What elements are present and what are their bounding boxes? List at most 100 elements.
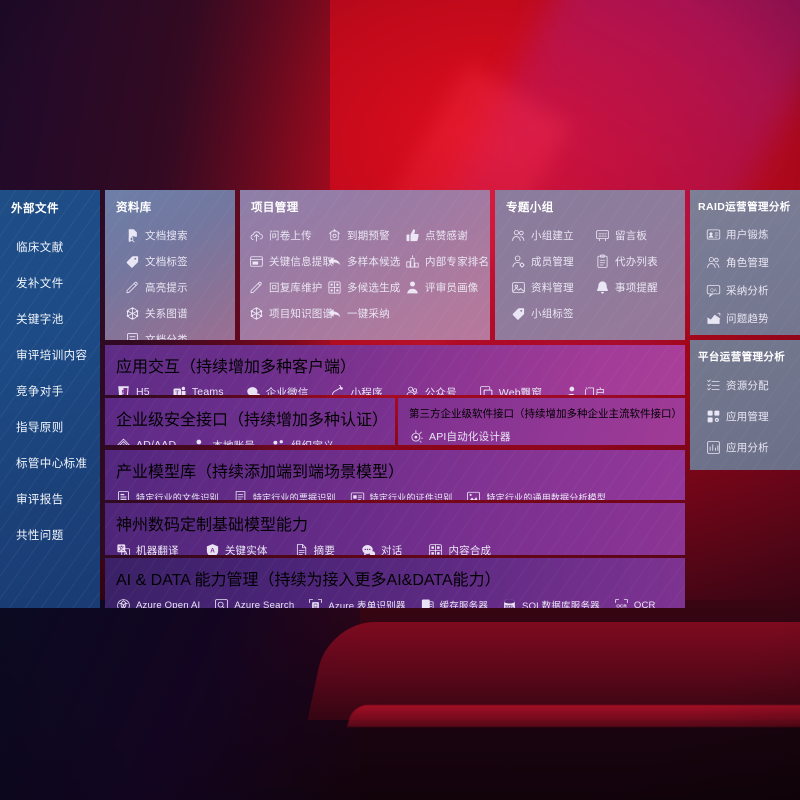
menu-item-graph[interactable]: 关系图谱: [125, 300, 229, 326]
menu-item-ocr[interactable]: OCR OCR: [614, 592, 656, 608]
menu-item-label: 问题趋势: [726, 312, 769, 325]
svg-text:A: A: [124, 550, 128, 555]
menu-item-sql-database[interactable]: SQL SQL数据库服务器: [502, 592, 600, 608]
menu-item-extract[interactable]: 关键信息提取: [249, 248, 333, 274]
menu-item-reply[interactable]: 一键采纳: [327, 300, 405, 326]
menu-item-label: 资料管理: [531, 281, 574, 294]
checklist-icon: [706, 378, 721, 393]
menu-item-label: 小程序: [350, 386, 383, 396]
band-third-party-software: 第三方企业级软件接口（持续增加多种企业主流软件接口） API自动化设计器: [398, 398, 685, 445]
sidebar-item-5[interactable]: 指导原则: [16, 422, 64, 434]
sidebar-item-7[interactable]: 审评报告: [16, 494, 64, 506]
menu-item-cache-server[interactable]: 缓存服务器: [420, 592, 489, 608]
menu-item-summary[interactable]: 摘要: [294, 537, 335, 555]
menu-item-form-recognizer[interactable]: 目 Azure 表单识别器: [308, 592, 405, 608]
menu-item-id-card[interactable]: 用户锻炼: [706, 220, 800, 248]
menu-item-label: 留言板: [615, 229, 648, 242]
menu-item-group[interactable]: 角色管理: [706, 248, 800, 276]
menu-item-person-gear[interactable]: 成员管理: [511, 248, 595, 274]
panel-library-title: 资料库: [116, 202, 152, 214]
menu-item-alarm[interactable]: 到期预警: [327, 222, 405, 248]
menu-item-html5[interactable]: 5 H5: [116, 379, 150, 395]
sidebar-item-1[interactable]: 发补文件: [16, 278, 64, 290]
menu-item-file-search[interactable]: 文档搜索: [125, 222, 229, 248]
menu-item-label: 项目知识图谱: [269, 307, 334, 320]
menu-item-label: 资源分配: [726, 380, 769, 392]
menu-item-label: 点赞感谢: [425, 229, 468, 242]
menu-item-bell[interactable]: 事项提醒: [595, 274, 679, 300]
panel-library: 资料库 文档搜索 文档标签 高亮提示 关系图谱 文档分类: [105, 190, 235, 340]
menu-item-pen[interactable]: 高亮提示: [125, 274, 229, 300]
menu-item-id-recognition[interactable]: 特定行业的证件识别: [350, 484, 453, 500]
menu-item-person[interactable]: 评审员画像: [405, 274, 483, 300]
menu-item-search-box[interactable]: Azure Search: [214, 592, 294, 608]
menu-item-document-list[interactable]: 文档分类: [125, 326, 229, 340]
svg-text:SQL: SQL: [505, 604, 514, 609]
miniprogram-icon: [331, 384, 346, 395]
band-ai-data: AI & DATA 能力管理（持续为接入更多AI&DATA能力） Azure O…: [105, 558, 685, 608]
menu-item-reply[interactable]: 多样本候选: [327, 248, 405, 274]
menu-item-entity[interactable]: A 关键实体: [205, 537, 268, 555]
menu-item-api-gear[interactable]: API自动化设计器: [409, 423, 511, 445]
menu-item-file-recognition[interactable]: 特定行业的文件识别: [116, 484, 219, 500]
menu-item-apps-gear[interactable]: 应用管理: [706, 401, 800, 432]
menu-item-teams[interactable]: T Teams: [172, 379, 224, 395]
sidebar-item-3[interactable]: 审评培训内容: [16, 350, 88, 362]
menu-item-portal[interactable]: 门户: [564, 379, 605, 395]
official-account-icon: [405, 385, 420, 395]
message-board-icon: [595, 228, 610, 243]
sidebar-item-8[interactable]: 共性问题: [16, 530, 64, 542]
menu-item-official-account[interactable]: 公众号: [405, 379, 457, 395]
menu-item-label: Azure Search: [234, 599, 295, 609]
menu-item-label: 成员管理: [531, 255, 574, 268]
menu-item-label: 角色管理: [726, 256, 769, 269]
reply-icon: [327, 306, 342, 321]
menu-item-openai[interactable]: Azure Open AI: [116, 592, 200, 608]
menu-item-wecom[interactable]: 企业微信: [246, 379, 309, 395]
menu-item-compose[interactable]: 内容合成: [428, 537, 491, 555]
menu-item-tag[interactable]: 小组标签: [511, 300, 595, 326]
menu-item-thumbs-up[interactable]: 点赞感谢: [405, 222, 483, 248]
menu-item-web-window[interactable]: Web飘窗: [479, 379, 542, 395]
menu-item-qa-chat[interactable]: QA 采纳分析: [706, 276, 800, 304]
menu-item-analysis[interactable]: 应用分析: [706, 432, 800, 463]
menu-item-pen[interactable]: 回复库维护: [249, 274, 327, 300]
sidebar-item-4[interactable]: 竞争对手: [16, 386, 64, 398]
sidebar-item-2[interactable]: 关键字池: [16, 314, 64, 326]
apps-gear-icon: [706, 409, 721, 424]
menu-item-group[interactable]: 小组建立: [511, 222, 595, 248]
menu-item-org[interactable]: 组织定义: [271, 432, 334, 445]
menu-item-label: AD/AAD: [136, 439, 177, 445]
local-account-icon: [192, 438, 207, 446]
menu-item-clipboard[interactable]: 代办列表: [595, 248, 679, 274]
menu-item-trend-chart[interactable]: 问题趋势: [706, 304, 800, 332]
menu-item-translate[interactable]: 文 A 机器翻译: [116, 537, 179, 555]
panel-team-title: 专题小组: [506, 202, 554, 214]
sidebar-item-0[interactable]: 临床文献: [16, 242, 64, 254]
menu-item-local-account[interactable]: 本地账号: [192, 432, 255, 445]
extract-icon: [249, 254, 264, 269]
menu-item-label: SQL数据库服务器: [522, 601, 600, 608]
menu-item-label: 企业微信: [265, 386, 309, 396]
menu-item-graph[interactable]: 项目知识图谱: [249, 300, 333, 326]
menu-item-chat[interactable]: 对话: [361, 537, 402, 555]
menu-item-data-analysis[interactable]: 特定行业的通用数据分析模型: [466, 484, 606, 500]
band-industry-models: 产业模型库（持续添加端到端场景模型） 特定行业的文件识别 特定行业的票据识别 特定行…: [105, 450, 685, 500]
menu-item-checklist[interactable]: 资源分配: [706, 370, 800, 401]
menu-item-grid-nodes[interactable]: 多候选生成: [327, 274, 405, 300]
menu-item-ranking[interactable]: 内部专家排名: [405, 248, 489, 274]
menu-item-miniprogram[interactable]: 小程序: [331, 379, 383, 395]
compose-icon: [428, 543, 443, 555]
ocr-icon: OCR: [614, 598, 629, 608]
receipt-icon: [233, 490, 248, 500]
menu-item-image-box[interactable]: 资料管理: [511, 274, 595, 300]
menu-item-message-board[interactable]: 留言板: [595, 222, 679, 248]
menu-item-ad-shield[interactable]: AD/AAD: [116, 432, 176, 445]
svg-text:T: T: [175, 390, 179, 395]
menu-item-cloud-upload[interactable]: 问卷上传: [249, 222, 327, 248]
sidebar-item-6[interactable]: 标管中心标准: [16, 458, 88, 470]
band-third-party-grid: API自动化设计器: [398, 421, 685, 445]
menu-item-tag[interactable]: 文档标签: [125, 248, 229, 274]
menu-item-receipt[interactable]: 特定行业的票据识别: [233, 484, 336, 500]
